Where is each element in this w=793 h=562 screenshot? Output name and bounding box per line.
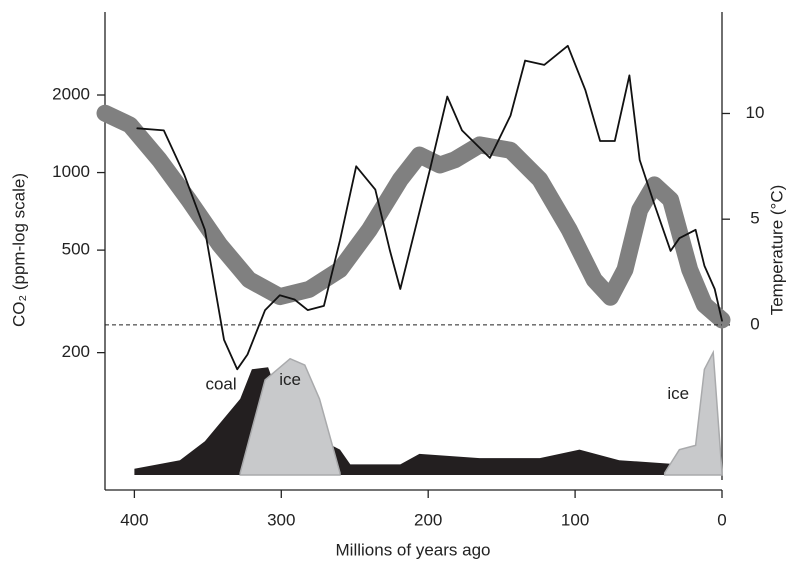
- y2-tick-label: 5: [750, 209, 759, 228]
- x-tick-label: 200: [414, 510, 442, 529]
- temperature-line: [136, 44, 723, 371]
- area-label: ice: [279, 370, 301, 389]
- area-label: coal: [205, 375, 236, 394]
- y2-tick-label: 0: [750, 314, 759, 333]
- co2-line: [96, 104, 731, 329]
- x-axis-label: Millions of years ago: [336, 540, 491, 559]
- y2-tick-label: 10: [746, 103, 765, 122]
- y-tick-label: 500: [62, 240, 90, 259]
- area: [239, 357, 341, 476]
- y2-axis-label: Temperature (°C): [767, 185, 786, 316]
- area: [663, 349, 723, 476]
- y-tick-label: 2000: [52, 84, 90, 103]
- x-tick-label: 300: [267, 510, 295, 529]
- x-tick-label: 400: [120, 510, 148, 529]
- y-tick-label: 1000: [52, 162, 90, 181]
- area-label: ice: [667, 384, 689, 403]
- x-tick-label: 100: [561, 510, 589, 529]
- y-axis-label: CO₂ (ppm-log scale): [9, 173, 28, 327]
- x-tick-label: 0: [717, 510, 726, 529]
- y-tick-label: 200: [62, 342, 90, 361]
